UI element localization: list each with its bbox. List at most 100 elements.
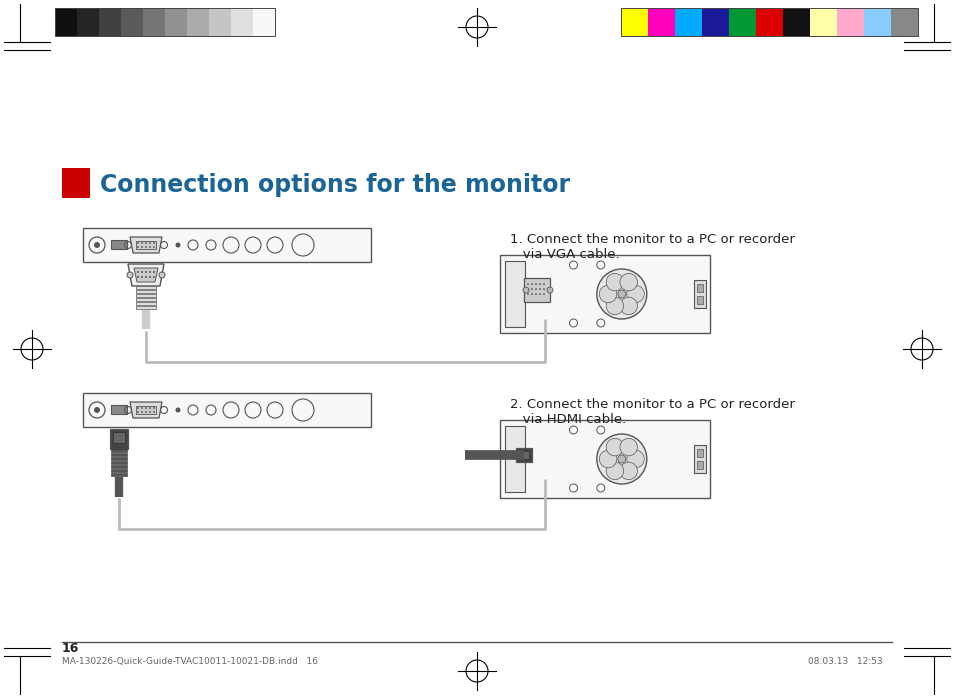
Bar [701, 8, 728, 36]
Circle shape [137, 246, 139, 248]
Circle shape [149, 242, 151, 244]
Circle shape [605, 438, 623, 456]
Text: 2. Connect the monitor to a PC or recorder: 2. Connect the monitor to a PC or record… [510, 398, 794, 411]
Polygon shape [523, 278, 550, 302]
Circle shape [149, 411, 151, 413]
Polygon shape [130, 237, 162, 253]
Circle shape [626, 285, 643, 303]
Bar [136, 241, 156, 249]
Bar [499, 255, 709, 333]
Bar [143, 8, 165, 36]
Circle shape [149, 246, 151, 248]
Bar [62, 168, 90, 198]
Circle shape [127, 272, 132, 278]
Circle shape [538, 283, 540, 285]
Circle shape [598, 285, 617, 303]
Bar [83, 228, 371, 262]
Bar [187, 8, 209, 36]
Circle shape [137, 276, 139, 278]
Bar [111, 457, 127, 460]
Circle shape [145, 271, 147, 273]
Bar [111, 469, 127, 472]
Circle shape [137, 242, 139, 244]
Bar [99, 8, 121, 36]
Bar [136, 286, 156, 289]
Bar [111, 405, 127, 414]
Bar [111, 453, 127, 456]
Bar [504, 426, 524, 492]
Bar [112, 432, 125, 443]
Circle shape [527, 288, 528, 290]
Circle shape [94, 242, 100, 248]
Circle shape [141, 242, 143, 244]
Circle shape [531, 293, 533, 295]
Bar [110, 429, 128, 449]
Bar [675, 8, 701, 36]
Text: 16: 16 [62, 642, 79, 655]
Circle shape [145, 242, 147, 244]
Circle shape [535, 283, 537, 285]
Bar [111, 473, 127, 476]
Circle shape [531, 283, 533, 285]
Circle shape [527, 293, 528, 295]
Bar [728, 8, 755, 36]
Circle shape [145, 276, 147, 278]
Bar [55, 8, 77, 36]
Text: MA-130226-Quick-Guide-TVAC10011-10021-DB.indd   16: MA-130226-Quick-Guide-TVAC10011-10021-DB… [62, 657, 317, 666]
Bar [77, 8, 99, 36]
Polygon shape [133, 268, 158, 282]
Bar [83, 393, 371, 427]
Text: Connection options for the monitor: Connection options for the monitor [100, 173, 570, 197]
Bar [697, 284, 702, 292]
Circle shape [149, 407, 151, 409]
Circle shape [152, 407, 154, 409]
Circle shape [546, 287, 553, 293]
Circle shape [159, 272, 165, 278]
Circle shape [527, 283, 528, 285]
Circle shape [531, 288, 533, 290]
Circle shape [152, 242, 154, 244]
Circle shape [137, 411, 139, 413]
Polygon shape [130, 402, 162, 418]
Bar [499, 420, 709, 498]
Circle shape [626, 450, 643, 468]
Circle shape [618, 290, 625, 298]
Bar [518, 451, 529, 459]
Bar [136, 290, 156, 293]
Circle shape [522, 287, 529, 293]
Circle shape [542, 293, 544, 295]
Circle shape [145, 246, 147, 248]
Circle shape [137, 271, 139, 273]
Circle shape [605, 462, 623, 480]
Circle shape [597, 434, 646, 484]
Bar [863, 8, 890, 36]
Bar [136, 302, 156, 305]
Circle shape [141, 246, 143, 248]
Bar [693, 445, 705, 473]
Circle shape [141, 407, 143, 409]
Circle shape [605, 297, 623, 315]
Circle shape [152, 246, 154, 248]
Bar [693, 280, 705, 308]
Text: 08.03.13   12:53: 08.03.13 12:53 [807, 657, 882, 666]
Circle shape [619, 274, 637, 291]
Bar [136, 294, 156, 297]
Circle shape [538, 293, 540, 295]
Bar [136, 406, 156, 414]
Circle shape [141, 411, 143, 413]
Circle shape [149, 276, 151, 278]
Bar [890, 8, 917, 36]
Bar [516, 448, 532, 462]
Bar [253, 8, 274, 36]
Circle shape [152, 271, 154, 273]
Bar [697, 296, 702, 304]
Circle shape [618, 455, 625, 463]
Circle shape [535, 288, 537, 290]
Bar [55, 8, 274, 36]
Bar [782, 8, 809, 36]
Bar [209, 8, 231, 36]
Bar [697, 461, 702, 469]
Bar [755, 8, 782, 36]
Circle shape [542, 283, 544, 285]
Bar [111, 240, 127, 249]
